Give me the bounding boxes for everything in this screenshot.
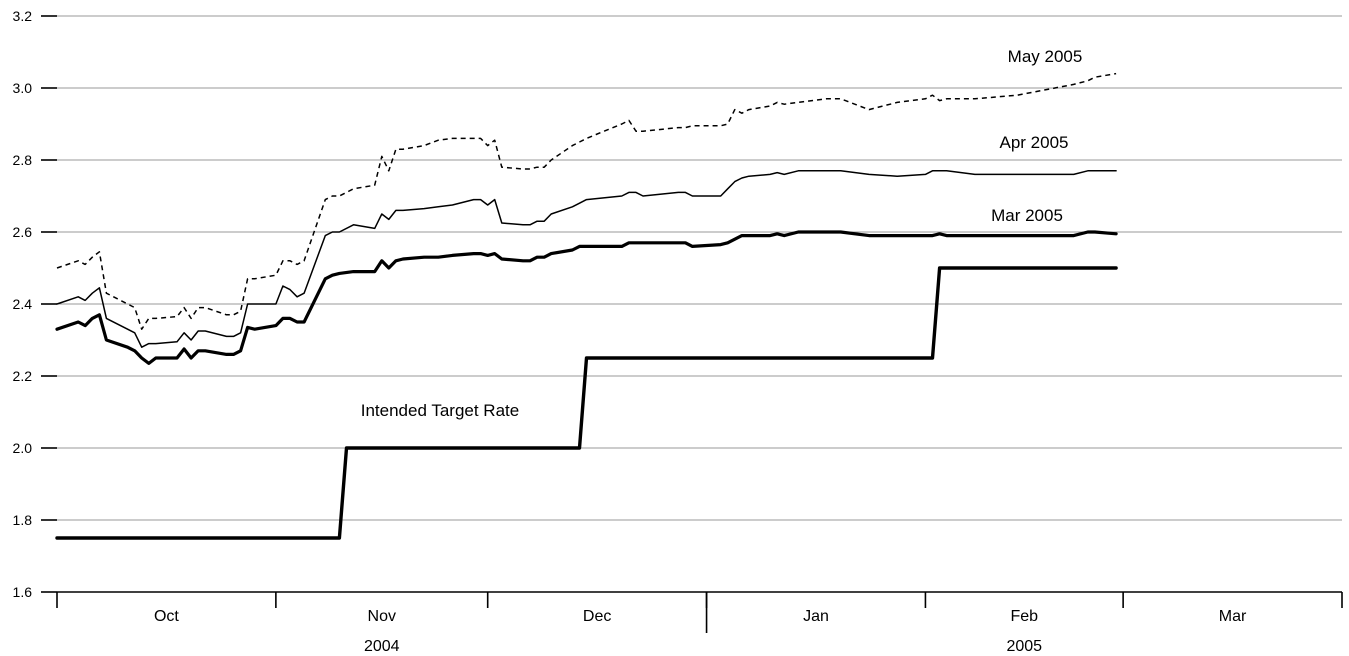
x-month-label: Nov — [368, 608, 396, 625]
series-line-apr-2005 — [56, 170, 1117, 348]
series-line-mar-2005 — [55, 230, 1118, 365]
x-month-label: Dec — [583, 608, 611, 625]
x-year-label: 2004 — [364, 638, 400, 655]
y-tick-label: 1.8 — [13, 512, 33, 528]
x-year-label: 2005 — [1006, 638, 1042, 655]
y-tick-label: 2.6 — [13, 224, 33, 240]
x-month-label: Mar — [1219, 608, 1247, 625]
series-label-intended-target-rate: Intended Target Rate — [361, 401, 519, 420]
series-label-mar-2005: Mar 2005 — [991, 206, 1063, 225]
y-tick-label: 2.0 — [13, 440, 33, 456]
y-tick-label: 3.2 — [13, 8, 33, 24]
y-tick-label: 1.6 — [13, 584, 33, 600]
x-month-label: Jan — [803, 608, 829, 625]
x-month-label: Oct — [154, 608, 179, 625]
series-line-may-2005 — [56, 72, 1117, 330]
y-axis-ticks: 1.6 1.8 2.0 2.2 2.4 2.6 2.8 3.0 3.2 — [13, 8, 57, 600]
series-labels: May 2005 Apr 2005 Mar 2005 Intended Targ… — [361, 47, 1083, 420]
y-tick-label: 3.0 — [13, 80, 33, 96]
y-tick-label: 2.8 — [13, 152, 33, 168]
series-lines — [55, 72, 1118, 540]
horizontal-gridlines — [57, 15, 1342, 521]
y-tick-label: 2.4 — [13, 296, 33, 312]
series-label-may-2005: May 2005 — [1008, 47, 1083, 66]
y-tick-label: 2.2 — [13, 368, 33, 384]
x-axis: Oct Nov Dec Jan Feb Mar 2004 2005 — [56, 591, 1343, 655]
series-label-apr-2005: Apr 2005 — [1000, 133, 1069, 152]
series-line-intended-target-rate — [55, 266, 1118, 540]
x-month-label: Feb — [1010, 608, 1038, 625]
